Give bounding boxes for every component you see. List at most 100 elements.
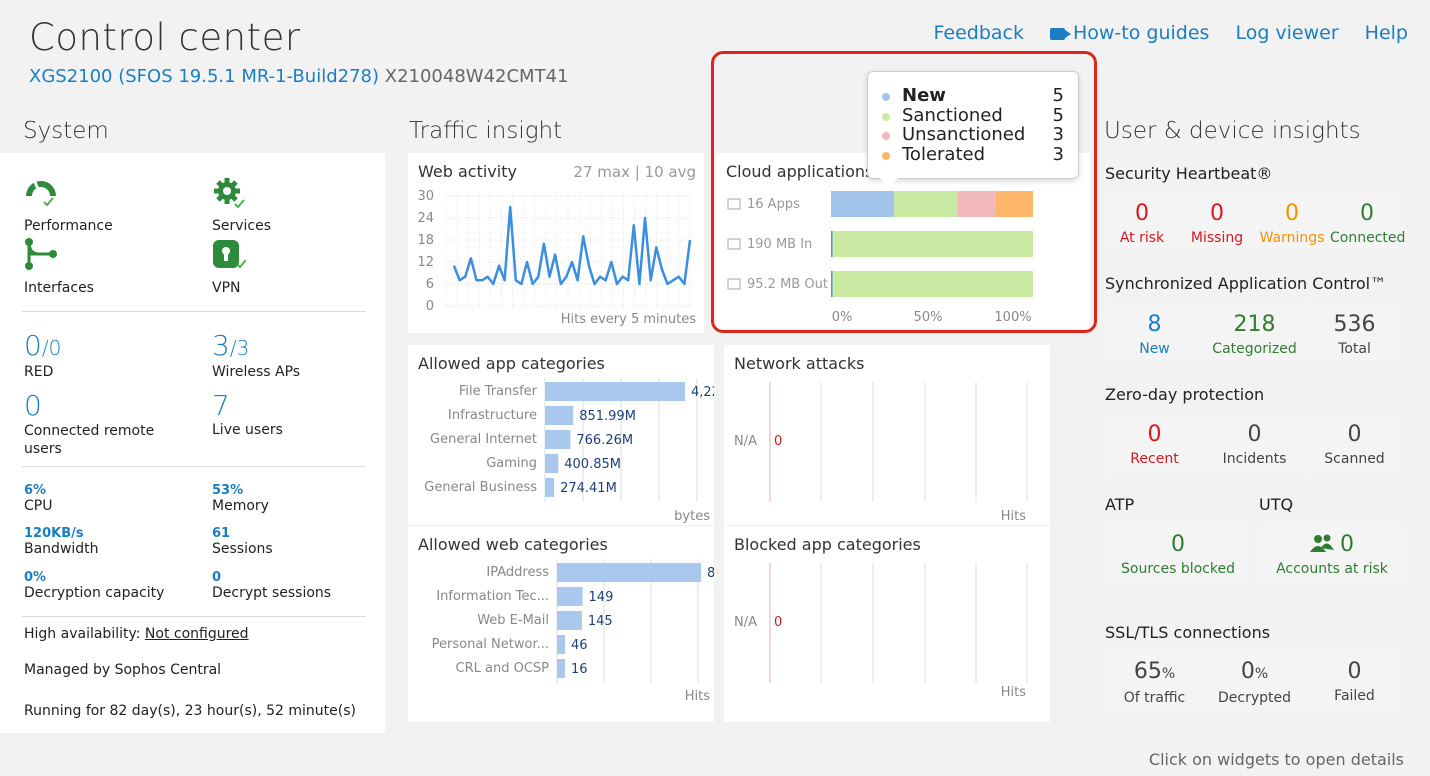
cpu-value: 6%	[24, 483, 47, 498]
cpu-stat[interactable]: 6% CPU	[24, 483, 52, 514]
insight-tile[interactable]: 0 Warnings	[1255, 192, 1329, 252]
utq-value: 0	[1340, 532, 1354, 557]
tooltip-dot	[882, 132, 890, 140]
na-label: N/A	[734, 434, 757, 449]
uptime: Running for 82 day(s), 23 hour(s), 52 mi…	[24, 703, 356, 719]
cloud-applications-chart: 16 Apps 190 MB In 95.2 MB Out 0% 50% 100%	[727, 191, 1033, 325]
tooltip-row-tolerated: Tolerated 3	[882, 144, 1064, 165]
web-activity-stats: 27 max | 10 avg	[573, 163, 696, 181]
decrypt-sessions-label: Decrypt sessions	[212, 585, 332, 601]
insight-tile[interactable]: 0 Failed	[1305, 650, 1404, 710]
speedometer-icon	[26, 181, 56, 207]
category-bar	[557, 611, 582, 630]
category-value: 851.99M	[579, 409, 636, 424]
red-widget[interactable]: 0/0 RED	[24, 332, 61, 381]
page-title: Control center	[29, 16, 301, 59]
blocked-app-categories-widget[interactable]: Blocked app categories N/A 0 Hits	[724, 526, 1050, 722]
insight-tile[interactable]: 0 Recent	[1105, 413, 1204, 473]
interfaces-widget[interactable]: Interfaces	[24, 238, 94, 296]
vpn-widget[interactable]: VPN	[212, 238, 247, 296]
memory-stat[interactable]: 53% Memory	[212, 483, 269, 514]
divider	[22, 466, 366, 467]
category-label: Gaming	[486, 456, 537, 471]
insight-tile[interactable]: 536 Total	[1305, 303, 1404, 363]
category-bar	[545, 406, 574, 425]
atp-sources-blocked-tile[interactable]: 0 Sources blocked	[1105, 523, 1251, 583]
insight-tile[interactable]: 0 Scanned	[1305, 413, 1404, 473]
decryption-capacity-label: Decryption capacity	[24, 585, 165, 601]
insight-tile[interactable]: 0 Missing	[1180, 192, 1254, 252]
category-value: 766.26M	[576, 433, 633, 448]
sessions-stat[interactable]: 61 Sessions	[212, 526, 273, 557]
services-widget[interactable]: Services	[212, 176, 271, 234]
how-to-guides-link[interactable]: How-to guides	[1049, 22, 1210, 44]
bandwidth-value: 120KB/s	[24, 526, 84, 541]
tile-value: 0%	[1240, 659, 1269, 684]
system-panel	[0, 153, 385, 733]
bandwidth-stat[interactable]: 120KB/s Bandwidth	[24, 526, 99, 557]
transfer-arrows-icon	[727, 238, 741, 250]
cloud-row-label: 95.2 MB Out	[747, 277, 828, 292]
web-activity-line	[452, 205, 692, 286]
memory-value: 53%	[212, 483, 244, 498]
bandwidth-label: Bandwidth	[24, 541, 99, 557]
decrypt-sessions-stat[interactable]: 0 Decrypt sessions	[212, 570, 331, 601]
category-value: 149	[589, 590, 614, 605]
blocked-app-categories-title: Blocked app categories	[734, 535, 921, 554]
remote-users-widget[interactable]: 0 Connected remote users	[24, 392, 194, 458]
allowed-app-categories-widget[interactable]: Allowed app categories File Transfer 4,22…	[408, 345, 714, 525]
tile-label: Connected	[1330, 230, 1406, 246]
allowed-web-categories-widget[interactable]: Allowed web categories IPAddress 840 Infor…	[408, 526, 714, 722]
memory-label: Memory	[212, 498, 269, 514]
insight-tile[interactable]: 8 New	[1105, 303, 1204, 363]
cloud-applications-widget[interactable]: Cloud applications 16 Apps 190 MB In 95.2 …	[716, 153, 1090, 329]
performance-widget[interactable]: Performance	[24, 176, 113, 234]
category-bar	[545, 478, 555, 497]
cloud-bar-segment	[831, 231, 1033, 257]
tile-value: 0	[1210, 201, 1224, 226]
device-model-link[interactable]: XGS2100 (SFOS 19.5.1 MR-1-Build278)	[29, 66, 379, 87]
tile-label: At risk	[1119, 230, 1165, 246]
network-attacks-chart: N/A 0 Hits	[734, 382, 1028, 524]
feedback-link[interactable]: Feedback	[933, 22, 1024, 44]
category-bar	[545, 454, 559, 473]
sac-title: Synchronized Application Control™	[1105, 274, 1387, 293]
web-activity-widget[interactable]: Web activity 27 max | 10 avg 30 24 18 12 6 0 H…	[408, 153, 704, 333]
ha-not-configured-link[interactable]: Not configured	[144, 626, 249, 642]
na-label: N/A	[734, 615, 757, 630]
insight-tile[interactable]: 0% Decrypted	[1205, 650, 1304, 710]
footer-hint: Click on widgets to open details	[1148, 750, 1404, 769]
cloud-x-tick: 100%	[994, 310, 1031, 325]
tile-label: Decrypted	[1217, 690, 1291, 706]
wireless-widget[interactable]: 3/3 Wireless APs	[212, 332, 300, 381]
tile-label: Failed	[1334, 688, 1375, 704]
how-to-guides-label: How-to guides	[1072, 22, 1210, 44]
insight-tile[interactable]: 65% Of traffic	[1105, 650, 1204, 710]
cloud-bar-segment	[995, 191, 1033, 217]
help-link[interactable]: Help	[1364, 22, 1408, 44]
insight-tile[interactable]: 0 At risk	[1105, 192, 1179, 252]
services-label: Services	[212, 218, 272, 234]
cloud-x-tick: 0%	[832, 310, 853, 325]
insight-tile[interactable]: 218 Categorized	[1205, 303, 1304, 363]
network-attacks-widget[interactable]: Network attacks N/A 0 Hits	[724, 345, 1050, 525]
utq-accounts-at-risk-tile[interactable]: 0 Accounts at risk	[1259, 523, 1405, 583]
video-camera-icon	[1049, 28, 1071, 40]
x-axis-unit: Hits	[685, 689, 710, 704]
decrypt-sessions-value: 0	[212, 570, 222, 585]
category-value: 145	[588, 614, 613, 629]
live-users-widget[interactable]: 7 Live users	[212, 392, 283, 439]
log-viewer-link[interactable]: Log viewer	[1235, 22, 1339, 44]
cloud-bar-segment	[831, 271, 1033, 297]
cloud-bar-segment	[957, 191, 996, 217]
users-icon	[1310, 534, 1334, 552]
tile-label: New	[1139, 341, 1170, 357]
category-value: 840	[707, 566, 714, 581]
divider	[22, 616, 366, 617]
decryption-capacity-stat[interactable]: 0% Decryption capacity	[24, 570, 164, 601]
device-serial: X210048W42CMT41	[384, 66, 569, 87]
tile-value: 8	[1147, 312, 1162, 337]
insight-tile[interactable]: 0 Connected	[1330, 192, 1406, 252]
insight-tile[interactable]: 0 Incidents	[1205, 413, 1304, 473]
na-value: 0	[774, 434, 782, 449]
